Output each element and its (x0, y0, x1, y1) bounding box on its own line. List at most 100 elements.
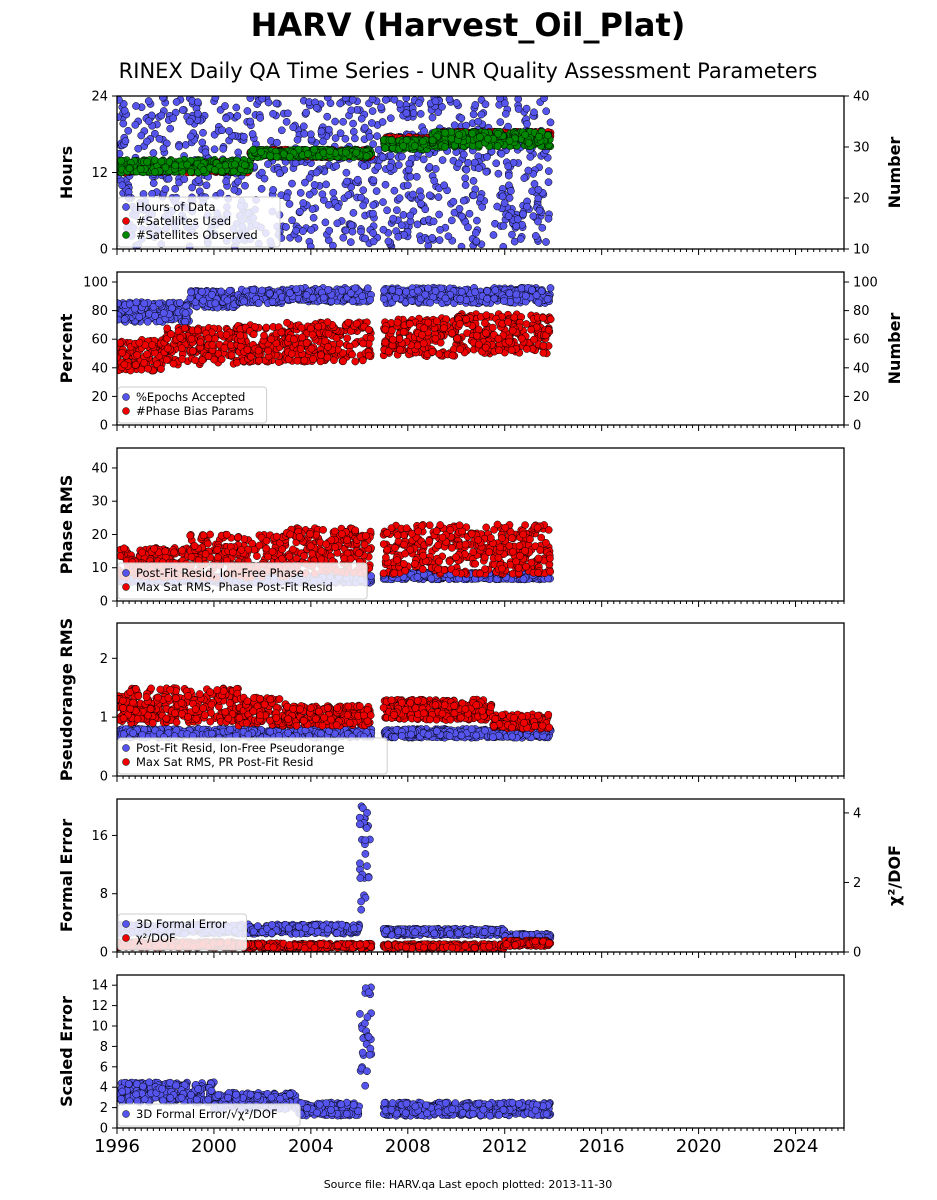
data-point (517, 284, 526, 293)
data-point (389, 214, 397, 223)
data-point (430, 176, 439, 185)
data-point (531, 232, 540, 240)
data-point (524, 138, 533, 147)
data-point (499, 242, 508, 249)
data-point (269, 186, 277, 194)
data-point (395, 100, 404, 108)
data-point (130, 304, 139, 313)
data-point (299, 199, 308, 207)
data-point (157, 365, 165, 373)
data-point (333, 203, 342, 212)
data-point (277, 328, 286, 337)
data-point (169, 114, 178, 123)
data-point (359, 339, 367, 348)
data-point (137, 131, 146, 140)
data-point (481, 100, 490, 109)
data-point (535, 132, 543, 141)
data-point (342, 226, 350, 235)
data-point (438, 156, 447, 164)
data-point (343, 334, 352, 343)
data-point (148, 189, 156, 198)
data-point (298, 333, 307, 342)
data-point (171, 161, 180, 170)
data-point (349, 209, 358, 217)
data-point (150, 156, 159, 164)
data-point (161, 185, 170, 194)
data-point (143, 317, 152, 326)
data-point (522, 104, 531, 113)
data-point (119, 119, 128, 128)
data-point (249, 330, 258, 339)
data-point (441, 143, 449, 151)
data-point (514, 105, 523, 113)
data-point (199, 296, 208, 305)
data-point (359, 186, 368, 195)
data-point (546, 284, 555, 292)
data-point (144, 117, 153, 126)
data-point (230, 185, 239, 194)
data-point (201, 148, 210, 157)
data-point (267, 335, 275, 344)
data-point (339, 233, 348, 242)
data-point (332, 334, 341, 342)
data-point (532, 291, 541, 300)
data-point (366, 295, 375, 304)
y-tick-label: 40 (91, 361, 108, 376)
data-point (504, 318, 512, 326)
data-point (369, 209, 377, 218)
data-point (300, 129, 309, 138)
data-point (166, 124, 175, 133)
data-point (471, 101, 480, 109)
data-point (310, 145, 319, 154)
data-point (293, 135, 302, 144)
data-point (428, 347, 437, 356)
data-point (384, 237, 393, 246)
data-point (374, 162, 382, 171)
data-point (193, 326, 202, 335)
data-point (314, 322, 323, 331)
data-point (307, 344, 316, 353)
data-point (457, 287, 466, 296)
y-tick-label: 80 (91, 304, 108, 319)
data-point (282, 193, 291, 202)
data-point (471, 229, 480, 237)
data-point (469, 191, 478, 200)
data-point (288, 179, 296, 188)
data-point (399, 211, 408, 219)
data-point (322, 180, 330, 189)
data-point (436, 226, 444, 234)
data-point (136, 165, 145, 173)
data-point (395, 335, 404, 343)
data-point (344, 191, 353, 199)
data-point (448, 329, 456, 337)
data-point (186, 132, 195, 141)
data-point (296, 189, 305, 197)
data-point (540, 96, 548, 103)
data-point (468, 129, 477, 138)
data-point (342, 168, 351, 177)
data-point (143, 137, 151, 146)
legend-label: %Epochs Accepted (136, 390, 245, 404)
y2-tick-label: 20 (853, 192, 870, 207)
data-point (452, 99, 461, 107)
data-point (381, 338, 390, 347)
data-point (444, 232, 453, 241)
y2-tick-label: 40 (853, 90, 870, 105)
data-point (357, 114, 366, 123)
data-point (285, 153, 294, 161)
data-point (257, 184, 266, 193)
data-point (296, 207, 304, 216)
data-point (483, 294, 492, 303)
data-point (512, 290, 521, 299)
data-point (172, 98, 181, 106)
data-point (523, 202, 531, 211)
data-point (447, 134, 456, 143)
figure-footer: Source file: HARV.qa Last epoch plotted:… (324, 1178, 613, 1191)
series-1-3 (117, 127, 555, 177)
data-point (456, 295, 465, 303)
data-point (368, 96, 377, 103)
data-point (346, 238, 355, 246)
data-point (344, 318, 353, 327)
data-point (264, 347, 273, 355)
data-point (275, 169, 284, 178)
